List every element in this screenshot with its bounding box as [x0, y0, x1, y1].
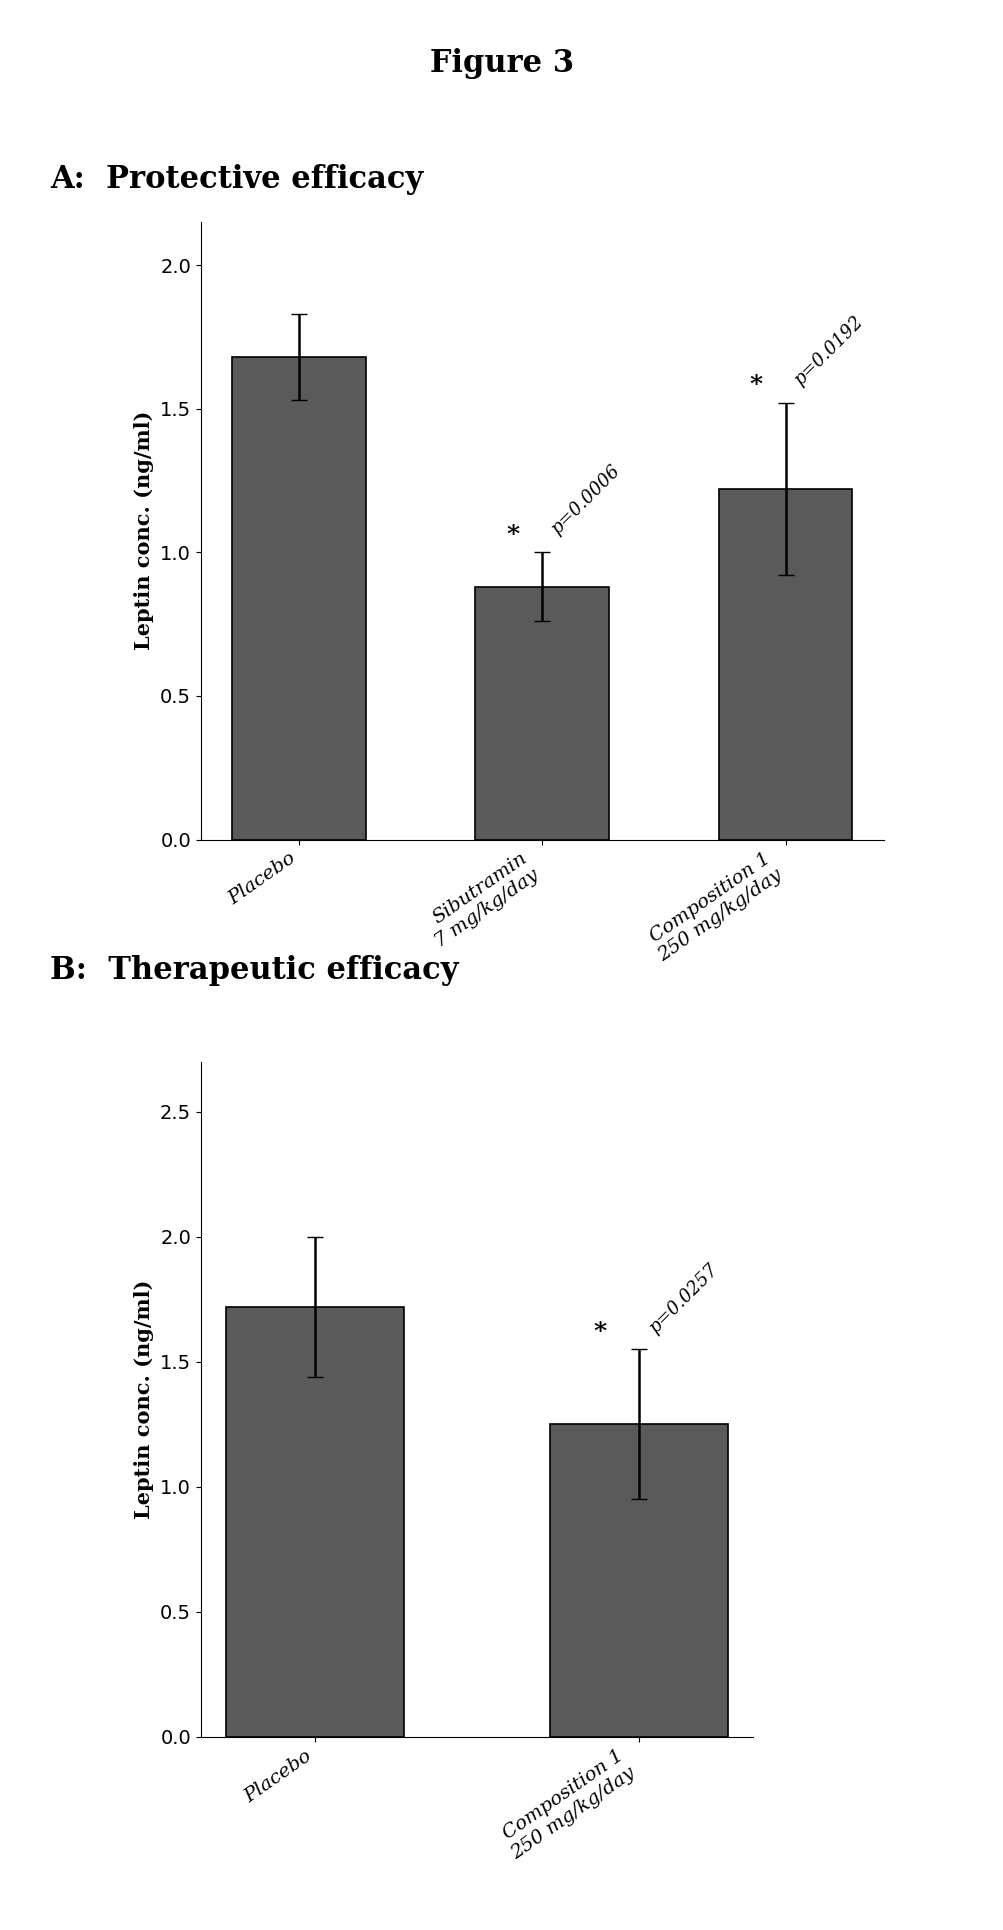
- Bar: [718, 488, 852, 840]
- Y-axis label: Leptin conc. (ng/ml): Leptin conc. (ng/ml): [134, 1280, 154, 1519]
- Bar: [226, 1307, 403, 1737]
- Text: p=0.0006: p=0.0006: [547, 461, 623, 538]
- Text: *: *: [749, 372, 762, 398]
- Text: B:  Therapeutic efficacy: B: Therapeutic efficacy: [50, 955, 458, 986]
- Text: *: *: [593, 1320, 606, 1343]
- Y-axis label: Leptin conc. (ng/ml): Leptin conc. (ng/ml): [134, 411, 154, 650]
- Text: Figure 3: Figure 3: [429, 48, 574, 79]
- Text: p=0.0257: p=0.0257: [645, 1260, 721, 1337]
- Text: A:  Protective efficacy: A: Protective efficacy: [50, 164, 423, 195]
- Text: *: *: [506, 523, 519, 546]
- Bar: [232, 357, 365, 840]
- Bar: [474, 587, 609, 840]
- Text: p=0.0192: p=0.0192: [789, 313, 866, 388]
- Bar: [550, 1424, 727, 1737]
